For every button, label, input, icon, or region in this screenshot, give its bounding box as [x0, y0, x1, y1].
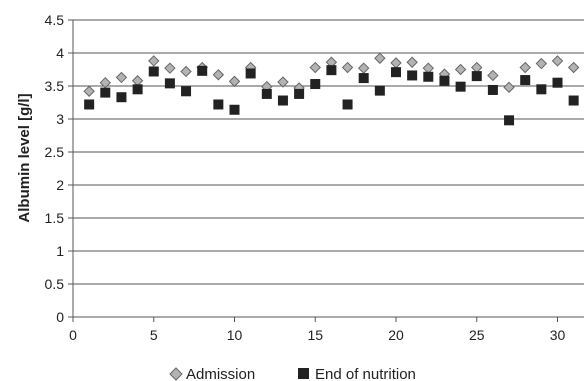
y-tick-label: 3: [56, 111, 64, 127]
end-of-nutrition-point: [277, 95, 288, 106]
admission-point: [131, 75, 144, 87]
end-of-nutrition-point: [471, 71, 482, 82]
legend-admission-marker: [169, 367, 183, 381]
end-of-nutrition-point: [148, 66, 159, 77]
x-tick-labels: 0 5 10 15 20 25 30: [69, 327, 565, 343]
y-tick-label: 1.5: [45, 210, 65, 226]
admission-point: [309, 61, 321, 74]
end-of-nutrition-point: [310, 79, 321, 90]
legend-end-of-nutrition-label: End of nutrition: [315, 366, 416, 381]
y-tick-label: 2: [56, 177, 64, 193]
admission-point: [148, 55, 160, 67]
y-tick-labels: 0 0.5 1 1.5 2 2.5 3 3.5 4 4.5: [45, 12, 65, 325]
admission-point: [341, 61, 354, 74]
end-of-nutrition-point: [164, 78, 175, 89]
x-tick-label: 0: [69, 327, 77, 343]
y-tick-label: 1: [56, 243, 64, 259]
legend-admission-label: Admission: [186, 366, 255, 381]
admission-point: [519, 61, 531, 74]
end-of-nutrition-point: [100, 87, 111, 98]
axes: [72, 20, 584, 322]
end-of-nutrition-point: [374, 85, 385, 96]
admission-point: [212, 69, 225, 81]
y-tick-label: 4.5: [45, 12, 65, 28]
admission-point: [374, 52, 386, 64]
end-of-nutrition-point: [358, 73, 369, 84]
legend-end-of-nutrition-marker: [298, 368, 309, 379]
end-of-nutrition-point: [504, 115, 515, 126]
end-of-nutrition-point: [342, 99, 353, 110]
admission-point: [454, 63, 467, 76]
end-of-nutrition-point: [520, 75, 531, 86]
series-end-of-nutrition: [84, 65, 579, 126]
end-of-nutrition-point: [132, 84, 143, 95]
admission-point: [567, 61, 580, 74]
end-of-nutrition-point: [536, 84, 547, 95]
admission-point: [390, 57, 402, 69]
admission-point: [115, 71, 128, 84]
x-tick-label: 25: [469, 327, 485, 343]
y-tick-label: 0.5: [45, 276, 65, 292]
end-of-nutrition-point: [455, 81, 466, 92]
end-of-nutrition-point: [423, 71, 434, 82]
x-tick-label: 20: [388, 327, 404, 343]
end-of-nutrition-point: [568, 95, 579, 106]
y-tick-label: 0: [56, 309, 64, 325]
x-tick-label: 30: [550, 327, 566, 343]
admission-point: [180, 65, 192, 78]
end-of-nutrition-point: [407, 70, 418, 81]
x-tick-label: 5: [150, 327, 158, 343]
legend: Admission End of nutrition: [169, 366, 416, 381]
admission-point: [422, 62, 435, 74]
end-of-nutrition-point: [229, 104, 240, 115]
admission-point: [277, 76, 289, 88]
end-of-nutrition-point: [552, 77, 563, 88]
y-axis-label: Albumin level [g/l]: [16, 93, 33, 222]
end-of-nutrition-point: [213, 99, 224, 110]
admission-point: [406, 56, 418, 68]
y-tick-label: 3.5: [45, 78, 65, 94]
end-of-nutrition-point: [245, 68, 256, 79]
y-tick-label: 4: [56, 45, 64, 61]
x-tick-label: 10: [227, 327, 243, 343]
admission-point: [83, 85, 95, 97]
end-of-nutrition-point: [116, 92, 127, 103]
admission-point: [228, 75, 241, 88]
x-tick-label: 15: [307, 327, 323, 343]
admission-point: [164, 62, 176, 74]
end-of-nutrition-point: [84, 99, 95, 110]
end-of-nutrition-point: [197, 65, 208, 76]
end-of-nutrition-point: [391, 67, 401, 78]
end-of-nutrition-point: [261, 88, 272, 99]
end-of-nutrition-point: [294, 88, 305, 99]
y-tick-label: 2.5: [45, 144, 65, 160]
admission-point: [487, 69, 499, 82]
end-of-nutrition-point: [181, 86, 192, 97]
admission-point: [357, 62, 370, 74]
end-of-nutrition-point: [487, 84, 498, 95]
admission-point: [503, 81, 515, 94]
admission-point: [551, 55, 564, 67]
gridlines: [68, 19, 584, 318]
admission-point: [535, 57, 548, 70]
admission-point: [471, 61, 483, 74]
end-of-nutrition-point: [439, 75, 450, 86]
end-of-nutrition-point: [326, 65, 337, 76]
